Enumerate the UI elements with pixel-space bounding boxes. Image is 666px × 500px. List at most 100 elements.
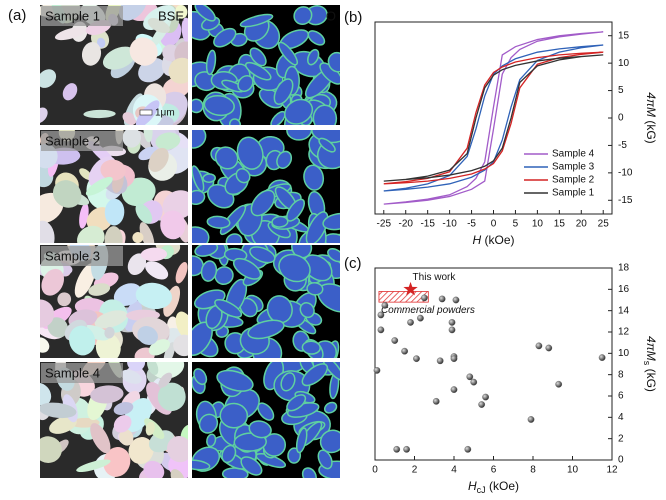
grain [276,150,293,169]
grain [306,282,324,296]
y-tick-label: 12 [618,327,630,338]
grain [79,203,89,229]
grain [236,136,264,170]
data-point [555,380,563,388]
grain [120,369,142,384]
data-point [482,393,489,401]
grains [192,362,340,478]
scale-label: 1μm [155,108,175,119]
grain [40,337,50,353]
data-point [452,296,460,304]
grains [192,5,340,125]
grain [40,192,64,224]
data-point [421,294,428,302]
data-point [401,347,408,355]
grain [47,317,69,338]
grain [193,368,208,386]
sample-label: Sample 3 [45,248,100,263]
data-point [438,295,446,303]
y-tick-label: -5 [618,140,627,151]
grain [232,257,262,280]
data-point [545,344,553,352]
label-bg [41,6,123,26]
grain [40,382,52,406]
grain [273,78,294,105]
y-tick-label: 15 [618,30,630,41]
grain [143,130,153,143]
data-point [373,367,381,374]
grain [62,83,78,101]
element-map [192,245,340,358]
legend-label: Sample 3 [552,162,595,173]
grain [250,189,276,217]
hysteresis-loop [383,54,604,182]
grain [322,212,340,231]
panel-a: (a) Sample 1 Sample 2 Sample 3 Sample 4 BSE O 1… [8,5,340,478]
x-axis-label: H (kOe) [472,233,514,247]
panel-b: (b) -25 -20 -15 -10 -5 0 5 10 15 20 25 -15 -10 -5 0 5 10 1… [344,9,658,247]
data-point [432,397,440,405]
label-bg [41,131,123,151]
grain [52,180,82,208]
grain [198,413,219,434]
x-tick-label: 6 [491,465,497,476]
grain [128,437,154,465]
grain [303,164,325,191]
data-point [535,342,543,350]
x-tick-label: 12 [606,465,618,476]
sample-label: Sample 2 [45,133,100,148]
y-tick-label: 16 [618,284,630,295]
element-map [192,5,340,125]
grain [307,30,326,46]
grain [102,46,136,70]
grain [200,260,218,282]
grain [90,385,124,404]
label-bg [41,363,123,383]
x-tick-label: -25 [377,219,392,230]
grain [139,222,155,243]
grain [167,436,188,463]
grain [137,326,158,345]
grain [175,5,188,19]
grain [278,253,311,283]
grain [318,137,336,153]
grain [145,421,155,436]
y-tick-label: 8 [618,369,624,380]
grain [127,362,146,372]
grain [247,319,285,340]
x-tick-label: -10 [442,219,457,230]
grain [271,215,289,228]
label-part: (kOe) [486,479,519,493]
grain [284,98,314,125]
grain [214,146,239,170]
x-tick-label: -20 [398,219,413,230]
grain [132,232,144,243]
scale-bar [139,109,153,116]
data-point [436,357,444,365]
grain [312,104,338,125]
y-tick-label: 18 [618,263,630,274]
sample-label: Sample 4 [45,365,100,380]
this-work-star [403,281,418,296]
commercial-label: Commercial powders [381,305,475,316]
grain [40,69,57,88]
grain [113,402,134,415]
grain [113,415,132,433]
grain [293,6,313,26]
data-point [407,319,414,326]
grain [291,245,313,259]
grain [203,94,235,117]
grain [119,429,134,446]
grain [143,460,165,478]
grain [118,5,147,21]
hysteresis-loop [383,44,604,192]
data-point [403,445,410,453]
mode-label: O [326,8,336,23]
grain [94,310,128,329]
grain [327,51,340,73]
grain [225,233,243,243]
data-point [527,416,535,423]
grains [192,130,340,243]
grain [321,362,340,381]
